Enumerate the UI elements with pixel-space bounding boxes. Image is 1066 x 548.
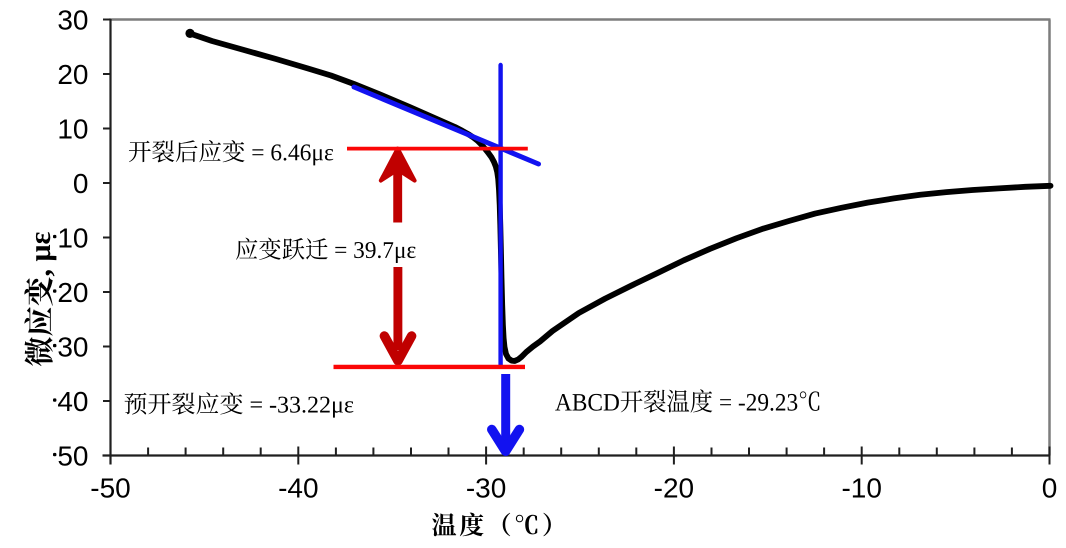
svg-text:-10: -10 — [841, 473, 881, 504]
svg-text:50: 50 — [57, 441, 88, 472]
svg-text:30: 30 — [57, 332, 88, 363]
svg-text:-50: -50 — [90, 473, 130, 504]
svg-text:-20: -20 — [654, 473, 694, 504]
svg-text:40: 40 — [57, 386, 88, 417]
svg-text:-30: -30 — [466, 473, 506, 504]
svg-text:20: 20 — [57, 59, 88, 90]
svg-text:0: 0 — [73, 168, 89, 199]
svg-text:20: 20 — [57, 277, 88, 308]
svg-text:10: 10 — [57, 223, 88, 254]
svg-text:0: 0 — [1042, 473, 1058, 504]
svg-text:-40: -40 — [278, 473, 318, 504]
svg-text:30: 30 — [57, 5, 88, 36]
svg-text:10: 10 — [57, 114, 88, 145]
